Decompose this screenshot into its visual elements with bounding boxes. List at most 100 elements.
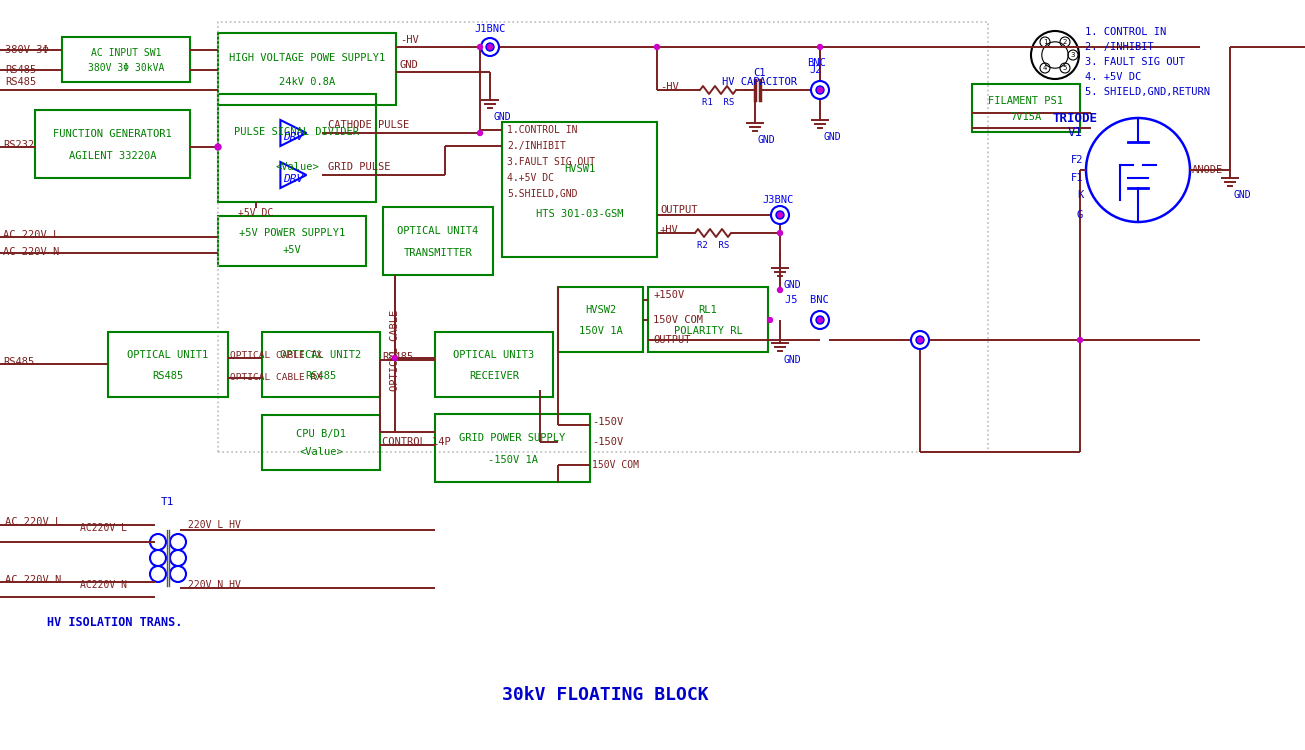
Text: DRV: DRV	[283, 132, 304, 142]
Text: C1: C1	[754, 68, 766, 78]
Circle shape	[655, 44, 659, 50]
Circle shape	[776, 211, 784, 219]
Text: AC 220V N: AC 220V N	[5, 575, 61, 585]
Bar	[382, 207, 493, 275]
Text: 150V COM: 150V COM	[592, 460, 639, 470]
Text: RS485: RS485	[153, 371, 184, 381]
Circle shape	[778, 230, 783, 236]
Text: 220V L HV: 220V L HV	[188, 520, 241, 530]
Text: G: G	[1077, 210, 1083, 220]
Bar	[262, 415, 380, 470]
Text: RS485: RS485	[5, 65, 37, 75]
Text: 380V 3Φ 30kVA: 380V 3Φ 30kVA	[87, 62, 164, 73]
Text: F2: F2	[1070, 155, 1083, 165]
Text: J1BNC: J1BNC	[475, 24, 505, 34]
Text: RS485: RS485	[305, 371, 337, 381]
Text: GND: GND	[493, 112, 510, 122]
Circle shape	[478, 44, 483, 50]
Text: OPTICAL UNIT1: OPTICAL UNIT1	[128, 350, 209, 360]
Text: OPTICAL UNIT3: OPTICAL UNIT3	[453, 350, 535, 360]
Text: 150V 1A: 150V 1A	[578, 326, 622, 336]
Text: -HV: -HV	[660, 82, 679, 92]
Text: CONTROL 14P: CONTROL 14P	[382, 437, 450, 447]
Text: 5: 5	[1062, 65, 1067, 71]
Text: +5V: +5V	[283, 245, 301, 255]
Text: HIGH VOLTAGE POWE SUPPLY1: HIGH VOLTAGE POWE SUPPLY1	[228, 53, 385, 63]
Text: AC220V L: AC220V L	[80, 523, 127, 533]
Circle shape	[778, 212, 783, 217]
Circle shape	[810, 81, 829, 99]
Text: OUTPUT: OUTPUT	[660, 205, 697, 215]
Circle shape	[778, 287, 783, 292]
Text: <Value>: <Value>	[299, 448, 343, 458]
Text: GRID PULSE: GRID PULSE	[328, 162, 390, 172]
Text: +150V: +150V	[652, 290, 684, 300]
Circle shape	[215, 144, 221, 150]
Text: 4: 4	[1043, 65, 1047, 71]
Text: RS485: RS485	[382, 352, 414, 362]
Text: 1. CONTROL IN: 1. CONTROL IN	[1084, 27, 1167, 37]
Text: AC 220V N: AC 220V N	[3, 247, 59, 257]
Text: K: K	[1077, 190, 1083, 200]
Text: 3: 3	[1070, 52, 1075, 58]
Circle shape	[771, 206, 790, 224]
Text: F1: F1	[1070, 173, 1083, 183]
Text: 4. +5V DC: 4. +5V DC	[1084, 72, 1142, 82]
Text: GND: GND	[783, 355, 801, 365]
Circle shape	[917, 338, 923, 343]
Text: J2: J2	[809, 65, 822, 75]
Bar	[972, 84, 1081, 132]
Text: T1: T1	[162, 497, 175, 507]
Circle shape	[817, 317, 822, 322]
Circle shape	[816, 316, 823, 324]
Circle shape	[816, 86, 823, 94]
Text: GND: GND	[401, 60, 419, 70]
Text: 2./INHIBIT: 2./INHIBIT	[508, 141, 566, 151]
Text: GND: GND	[783, 280, 801, 290]
Text: 5.SHIELD,GND: 5.SHIELD,GND	[508, 189, 578, 199]
Text: 1: 1	[1043, 39, 1047, 45]
Text: 2: 2	[1062, 39, 1067, 45]
Text: 1.CONTROL IN: 1.CONTROL IN	[508, 125, 578, 135]
Text: RL1: RL1	[698, 304, 718, 315]
Text: 380V 3Φ: 380V 3Φ	[5, 45, 48, 55]
Text: FILAMENT PS1: FILAMENT PS1	[988, 96, 1064, 106]
Bar	[35, 110, 191, 178]
Text: TRANSMITTER: TRANSMITTER	[403, 248, 472, 258]
Text: AC 220V L: AC 220V L	[3, 230, 59, 240]
Text: BNC: BNC	[806, 58, 825, 68]
Text: 220V N HV: 220V N HV	[188, 580, 241, 590]
Circle shape	[488, 44, 492, 50]
Circle shape	[916, 336, 924, 344]
Text: V1: V1	[1067, 125, 1083, 139]
Text: CPU B/D1: CPU B/D1	[296, 429, 346, 439]
Text: RS485: RS485	[3, 357, 34, 367]
Text: 3. FAULT SIG OUT: 3. FAULT SIG OUT	[1084, 57, 1185, 67]
Text: OPTICAL CABLE TX: OPTICAL CABLE TX	[230, 350, 322, 359]
Text: +5V POWER SUPPLY1: +5V POWER SUPPLY1	[239, 229, 345, 238]
Text: AC 220V L: AC 220V L	[5, 517, 61, 527]
Text: -HV: -HV	[401, 35, 419, 45]
Bar	[218, 22, 988, 452]
Circle shape	[478, 130, 483, 136]
Text: FUNCTION GENERATOR1: FUNCTION GENERATOR1	[54, 129, 172, 139]
Text: GRID POWER SUPPLY: GRID POWER SUPPLY	[459, 433, 565, 442]
Text: +5V DC: +5V DC	[239, 208, 274, 218]
Circle shape	[485, 43, 495, 51]
Text: OUTPUT: OUTPUT	[652, 335, 690, 345]
Text: HV CAPACITOR: HV CAPACITOR	[723, 77, 797, 87]
Text: 30kV FLOATING BLOCK: 30kV FLOATING BLOCK	[501, 686, 709, 704]
Circle shape	[482, 38, 499, 56]
Circle shape	[393, 356, 398, 361]
Text: OPTICAL UNIT4: OPTICAL UNIT4	[398, 226, 479, 236]
Text: <Value>: <Value>	[275, 163, 318, 172]
Bar	[262, 332, 380, 397]
Text: ANODE: ANODE	[1191, 165, 1223, 175]
Text: 2. /INHIBIT: 2. /INHIBIT	[1084, 42, 1154, 52]
Text: +HV: +HV	[660, 225, 679, 235]
Circle shape	[1078, 338, 1083, 343]
Text: DRV: DRV	[283, 174, 304, 184]
Text: 3.FAULT SIG OUT: 3.FAULT SIG OUT	[508, 157, 595, 167]
Bar	[218, 33, 395, 105]
Text: HV ISOLATION TRANS.: HV ISOLATION TRANS.	[47, 616, 183, 628]
